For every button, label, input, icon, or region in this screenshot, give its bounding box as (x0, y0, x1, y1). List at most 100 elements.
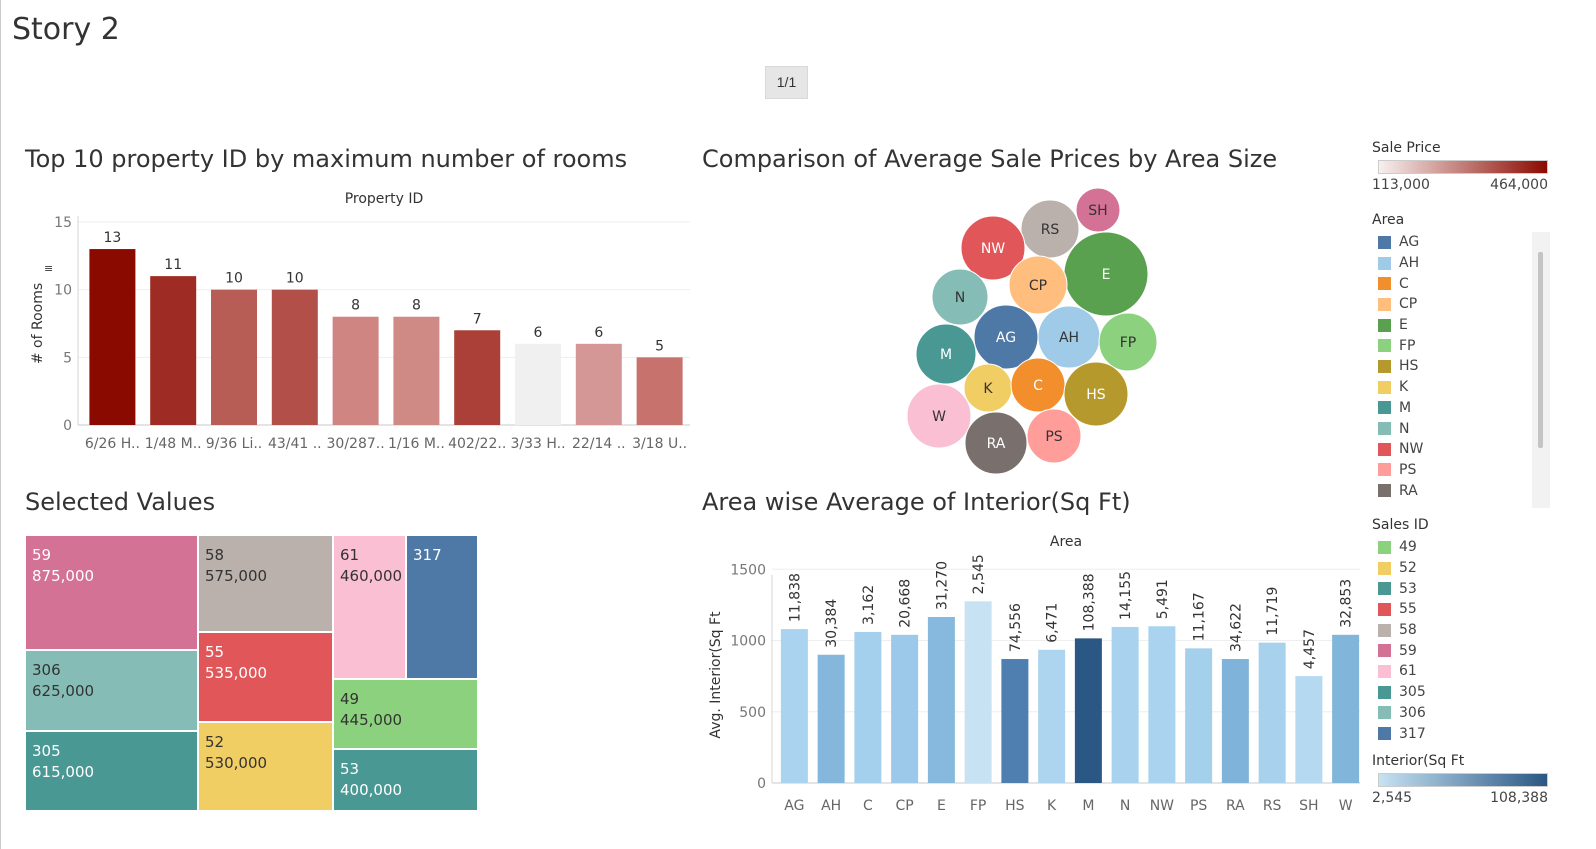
area-bubble-chart: SH RS NW E CP N AG AH FP M K C HS W RA PS (906, 187, 1158, 475)
chart4-data-label: 11,167 (1192, 592, 1208, 641)
treemap-cell-59: 59 875,000 (25, 535, 198, 650)
area-legend-scroll-thumb[interactable] (1538, 252, 1543, 448)
treemap-cell-53: 53 400,000 (333, 749, 478, 811)
chart4-x-tick-label: AH (821, 798, 841, 814)
bubble-label: PS (1045, 429, 1062, 445)
legend-swatch (1378, 561, 1391, 575)
legend-swatch (1378, 685, 1391, 699)
interior-legend-title: Interior(Sq Ft (1372, 753, 1465, 769)
legend-swatch (1378, 442, 1391, 456)
sort-icon: ≡ (44, 262, 53, 275)
area-legend-item-e[interactable]: E (1372, 315, 1527, 336)
bubble-label: CP (1029, 278, 1047, 294)
chart4-y-tick-label: 500 (739, 705, 766, 721)
treemap-cell-id: 55 (205, 643, 225, 661)
legend-item-label: 61 (1399, 663, 1417, 680)
area-legend[interactable]: Area AG AH C CP E FP HS K M N NW PS RA (1372, 212, 1527, 508)
bubble-m (915, 323, 977, 385)
sales-id-legend-item-317[interactable]: 317 (1372, 723, 1429, 744)
legend-swatch (1378, 401, 1391, 415)
treemap-cell-id: 58 (205, 546, 225, 564)
legend-swatch (1378, 664, 1391, 678)
chart1-y-tick-label: 0 (63, 418, 72, 434)
chart1-data-label: 5 (655, 338, 664, 354)
chart4-data-label: 74,556 (1008, 603, 1024, 652)
legend-swatch (1378, 644, 1391, 658)
treemap-cell-306: 306 625,000 (25, 650, 198, 731)
legend-item-label: AH (1399, 255, 1420, 272)
legend-swatch (1378, 463, 1391, 477)
chart1-data-label: 6 (534, 325, 543, 341)
area-legend-item-ps[interactable]: PS (1372, 460, 1527, 481)
area-legend-item-n[interactable]: N (1372, 418, 1527, 439)
sales-id-legend-item-59[interactable]: 59 (1372, 640, 1429, 661)
chart1-x-tick-label: 30/287.. (327, 436, 385, 452)
legend-item-label: CP (1399, 296, 1418, 313)
legend-swatch (1378, 727, 1391, 741)
sales-id-legend-item-306[interactable]: 306 (1372, 703, 1429, 724)
sales-id-legend-item-53[interactable]: 53 (1372, 578, 1429, 599)
treemap-cell-value: 875,000 (32, 567, 95, 585)
legend-swatch (1378, 318, 1391, 332)
chart4-x-tick-label: AG (784, 798, 804, 814)
sale-price-legend-title: Sale Price (1372, 140, 1441, 156)
sales-id-legend-item-49[interactable]: 49 (1372, 537, 1429, 558)
chart4-data-label: 20,668 (898, 579, 914, 628)
chart1-data-label: 8 (351, 298, 360, 314)
legend-item-label: E (1399, 317, 1408, 334)
chart1-bar (89, 249, 136, 425)
area-legend-items: AG AH C CP E FP HS K M N NW PS RA (1372, 232, 1527, 501)
bubble-label: N (955, 290, 965, 306)
chart1-bar (515, 343, 561, 425)
chart4-bar (1258, 642, 1286, 783)
sales-id-legend-item-58[interactable]: 58 (1372, 620, 1429, 641)
sales-id-legend-item-305[interactable]: 305 (1372, 682, 1429, 703)
interior-max: 108,388 (1490, 790, 1548, 806)
story-page-navigator[interactable]: 1/1 (765, 66, 808, 99)
legend-item-label: NW (1399, 441, 1424, 458)
chart4-bar (891, 634, 919, 783)
chart4-data-label: 11,838 (787, 573, 803, 622)
area-legend-item-cp[interactable]: CP (1372, 294, 1527, 315)
chart1-data-label: 10 (286, 271, 304, 287)
sales-id-legend-item-61[interactable]: 61 (1372, 661, 1429, 682)
legend-swatch (1378, 602, 1391, 616)
legend-item-label: 306 (1399, 704, 1426, 721)
area-legend-item-c[interactable]: C (1372, 273, 1527, 294)
chart1-bar (332, 316, 379, 425)
area-legend-item-nw[interactable]: NW (1372, 439, 1527, 460)
story-title: Story 2 (12, 12, 120, 47)
legend-item-label: 305 (1399, 684, 1426, 701)
chart4-x-tick-label: E (937, 798, 946, 814)
chart4-data-label: 3,162 (861, 585, 877, 625)
area-legend-item-ag[interactable]: AG (1372, 232, 1527, 253)
treemap-cell-id: 305 (32, 742, 61, 760)
chart1-x-tick-label: 3/18 U.. (632, 436, 687, 452)
chart4-data-label: 34,622 (1228, 603, 1244, 652)
bubble-fp (1098, 312, 1158, 372)
area-legend-item-hs[interactable]: HS (1372, 356, 1527, 377)
area-legend-item-ah[interactable]: AH (1372, 253, 1527, 274)
area-legend-item-fp[interactable]: FP (1372, 335, 1527, 356)
sale-price-gradient (1378, 160, 1548, 174)
area-legend-item-k[interactable]: K (1372, 377, 1527, 398)
treemap-cell-id: 59 (32, 546, 52, 564)
treemap-cell-49: 49 445,000 (333, 679, 478, 749)
area-legend-item-ra[interactable]: RA (1372, 480, 1527, 501)
chart1-data-label: 8 (412, 298, 421, 314)
chart1-data-label: 6 (594, 325, 603, 341)
chart4-bar (964, 601, 992, 783)
treemap-cell-305: 305 615,000 (25, 731, 198, 811)
sales-id-legend-item-52[interactable]: 52 (1372, 558, 1429, 579)
legend-swatch (1378, 623, 1391, 637)
chart4-bar (1038, 649, 1066, 783)
bubble-label: E (1102, 267, 1111, 283)
chart4-x-tick-label: C (863, 798, 873, 814)
treemap-cell-value: 625,000 (32, 682, 95, 700)
treemap-cell-58: 58 575,000 (198, 535, 333, 632)
treemap-cell-id: 61 (340, 546, 360, 564)
chart1-bar (575, 343, 622, 425)
sales-id-legend-item-55[interactable]: 55 (1372, 599, 1429, 620)
area-legend-item-m[interactable]: M (1372, 398, 1527, 419)
chart1-data-label: 7 (473, 311, 482, 327)
